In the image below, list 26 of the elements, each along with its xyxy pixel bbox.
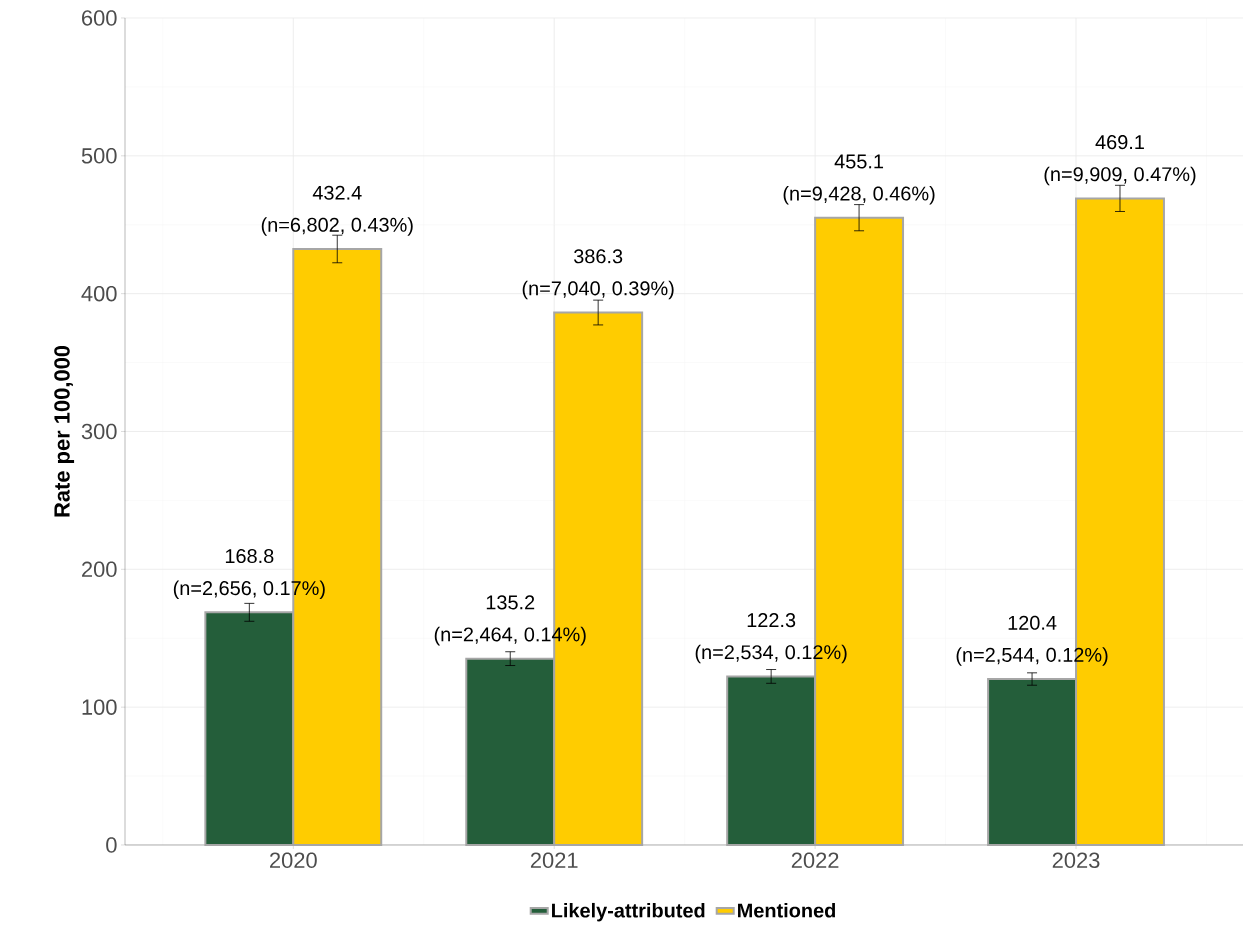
data-label: 135.2	[486, 595, 535, 610]
x-tick-label: 2020	[270, 852, 317, 869]
y-tick-label: 600	[82, 10, 117, 26]
y-tick-label: 500	[81, 148, 117, 164]
annotation: (n=9,909, 0.47%)	[1044, 166, 1196, 186]
legend-label: Likely-attributed	[552, 902, 705, 922]
y-tick-label: 0	[106, 837, 117, 853]
annotation: (n=6,802, 0.43%)	[261, 217, 413, 236]
y-tick-label: 300	[81, 423, 117, 440]
annotation: (n=7,040, 0.39%)	[522, 280, 674, 300]
y-tick-label: 400	[81, 285, 117, 302]
data-label: 469.1	[1095, 135, 1144, 150]
x-tick-label: 2022	[791, 852, 839, 869]
data-label: 455.1	[834, 154, 884, 169]
annotation: (n=9,428, 0.46%)	[783, 185, 935, 205]
y-tick-label: 100	[82, 699, 117, 715]
data-label: 432.4	[312, 185, 362, 200]
y-axis-title: Rate per 100,000	[54, 345, 75, 517]
y-tick-label: 200	[82, 561, 117, 578]
data-label: 122.3	[747, 613, 796, 628]
data-label: 168.8	[225, 549, 274, 564]
x-tick-label: 2023	[1052, 852, 1100, 869]
data-label: 386.3	[574, 249, 623, 264]
x-tick-label: 2021	[530, 852, 578, 869]
data-label: 120.4	[1008, 615, 1057, 630]
legend-label: Mentioned	[738, 902, 836, 918]
